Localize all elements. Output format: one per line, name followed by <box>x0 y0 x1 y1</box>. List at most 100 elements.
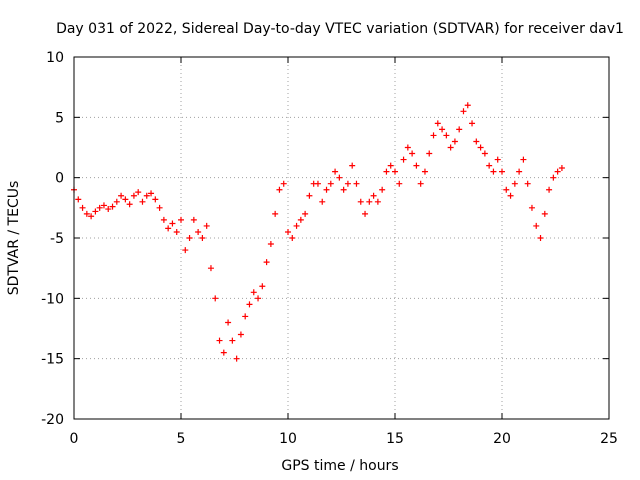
data-point <box>541 210 548 217</box>
data-point <box>255 295 262 302</box>
data-point <box>139 198 146 205</box>
data-point <box>490 168 497 175</box>
data-point <box>456 126 463 133</box>
data-point <box>451 138 458 145</box>
y-tick-label: -20 <box>41 412 64 428</box>
data-point <box>554 168 561 175</box>
data-point <box>160 216 167 223</box>
data-point <box>417 180 424 187</box>
data-point <box>276 186 283 193</box>
data-point <box>242 313 249 320</box>
x-axis-label: GPS time / hours <box>281 458 398 474</box>
data-point <box>413 162 420 169</box>
y-tick-label: -10 <box>41 291 64 307</box>
data-point <box>460 108 467 115</box>
data-point <box>126 201 133 208</box>
data-point <box>332 168 339 175</box>
data-point <box>353 180 360 187</box>
data-point <box>511 180 518 187</box>
data-point <box>362 210 369 217</box>
grid-lines <box>74 57 609 419</box>
data-point <box>190 216 197 223</box>
data-point <box>152 196 159 203</box>
data-point <box>430 132 437 139</box>
data-point <box>263 259 270 266</box>
data-point <box>473 138 480 145</box>
data-point <box>225 319 232 326</box>
data-point <box>88 213 95 220</box>
x-tick-label: 5 <box>177 431 186 447</box>
data-point <box>195 228 202 235</box>
data-point <box>280 180 287 187</box>
data-point <box>297 216 304 223</box>
y-tick-label: 0 <box>55 171 64 187</box>
data-point <box>186 235 193 241</box>
data-point <box>434 120 441 127</box>
data-point <box>396 180 403 187</box>
data-point <box>306 192 313 199</box>
data-point <box>105 206 112 213</box>
y-tick-label: -15 <box>41 352 64 368</box>
data-point <box>220 349 227 356</box>
x-tick-label: 0 <box>70 431 79 447</box>
data-point <box>370 192 377 199</box>
data-point <box>447 144 454 151</box>
data-point <box>546 186 553 193</box>
data-point <box>314 180 321 187</box>
data-point <box>327 180 334 187</box>
data-point <box>173 228 180 235</box>
chart-title: Day 031 of 2022, Sidereal Day-to-day VTE… <box>56 21 624 37</box>
data-point <box>267 241 274 248</box>
data-point <box>143 192 150 199</box>
data-point <box>130 192 137 199</box>
data-point <box>118 192 125 199</box>
data-point <box>169 220 176 227</box>
data-point <box>323 186 330 193</box>
data-point <box>392 168 398 175</box>
data-point <box>259 283 266 290</box>
data-point <box>524 180 531 187</box>
data-point <box>537 235 544 241</box>
data-point <box>421 168 428 175</box>
data-point <box>503 186 510 193</box>
data-point <box>203 222 210 229</box>
data-point <box>92 208 99 215</box>
y-tick-label: -5 <box>50 231 64 247</box>
data-point <box>156 204 163 211</box>
data-point <box>409 150 416 157</box>
data-point <box>486 162 493 169</box>
data-point <box>477 144 484 151</box>
y-tick-label: 10 <box>46 50 64 66</box>
data-point <box>319 198 326 205</box>
data-point <box>374 198 381 205</box>
data-point <box>165 225 172 232</box>
data-point <box>443 132 450 139</box>
data-point <box>481 150 488 157</box>
y-axis-label: SDTVAR / TECUs <box>6 181 22 296</box>
data-point <box>499 168 505 175</box>
data-point <box>148 190 155 197</box>
data-point <box>246 301 253 308</box>
data-point <box>400 156 407 163</box>
data-point <box>357 198 364 205</box>
data-point <box>285 228 291 235</box>
data-point <box>387 162 394 169</box>
data-point <box>494 156 501 163</box>
data-point <box>229 337 236 344</box>
data-point <box>178 216 184 223</box>
data-point <box>383 168 390 175</box>
data-point <box>533 222 540 229</box>
data-point <box>233 355 240 362</box>
data-point <box>207 265 214 272</box>
x-tick-label: 20 <box>493 431 511 447</box>
data-point <box>79 204 86 211</box>
data-point <box>293 222 300 229</box>
data-point <box>113 198 120 205</box>
data-point <box>516 168 523 175</box>
data-point <box>558 165 565 172</box>
data-point <box>344 180 351 187</box>
data-point <box>520 156 527 163</box>
data-point <box>237 331 244 338</box>
y-tick-label: 5 <box>55 110 64 126</box>
